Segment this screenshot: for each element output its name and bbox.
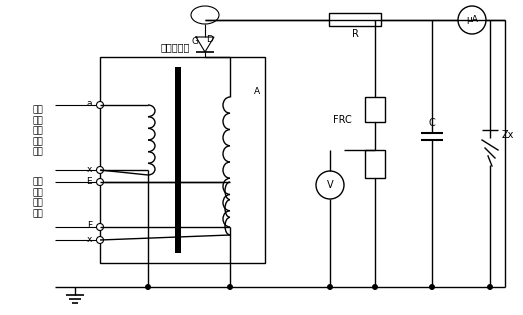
- Text: G: G: [191, 37, 199, 47]
- Circle shape: [227, 284, 233, 290]
- Text: 接控: 接控: [32, 106, 43, 114]
- Circle shape: [372, 284, 378, 290]
- Bar: [329, 13, 381, 26]
- Circle shape: [458, 6, 486, 34]
- Text: 出端: 出端: [32, 147, 43, 157]
- Text: x: x: [87, 234, 92, 243]
- Ellipse shape: [191, 6, 219, 24]
- Text: Zx: Zx: [502, 130, 515, 140]
- Circle shape: [97, 237, 104, 243]
- Text: a: a: [86, 100, 92, 108]
- Circle shape: [97, 224, 104, 231]
- Text: 调压: 调压: [32, 127, 43, 135]
- Text: V: V: [327, 180, 333, 190]
- Circle shape: [97, 101, 104, 108]
- Text: 仪表: 仪表: [32, 198, 43, 208]
- Text: μA: μA: [466, 15, 478, 25]
- Bar: [175, 67, 181, 253]
- Text: 端子: 端子: [32, 209, 43, 218]
- Circle shape: [429, 284, 435, 290]
- Text: 器输: 器输: [32, 137, 43, 146]
- Circle shape: [145, 284, 151, 290]
- Circle shape: [487, 284, 493, 290]
- Text: FRC: FRC: [333, 115, 352, 125]
- Text: F: F: [87, 221, 92, 231]
- Text: R: R: [351, 29, 358, 39]
- Bar: [365, 97, 385, 122]
- Text: x: x: [87, 164, 92, 174]
- Bar: [365, 150, 385, 178]
- Text: D: D: [207, 35, 213, 43]
- Circle shape: [97, 179, 104, 186]
- Circle shape: [97, 167, 104, 174]
- Text: 制台: 制台: [32, 116, 43, 125]
- Text: C: C: [429, 118, 435, 128]
- Circle shape: [316, 171, 344, 199]
- Text: 制台: 制台: [32, 188, 43, 197]
- Bar: [100, 57, 265, 263]
- Text: A: A: [254, 87, 260, 95]
- Circle shape: [327, 284, 333, 290]
- Text: 试验变压器: 试验变压器: [161, 42, 190, 52]
- Text: 接控: 接控: [32, 177, 43, 186]
- Text: E: E: [86, 176, 92, 186]
